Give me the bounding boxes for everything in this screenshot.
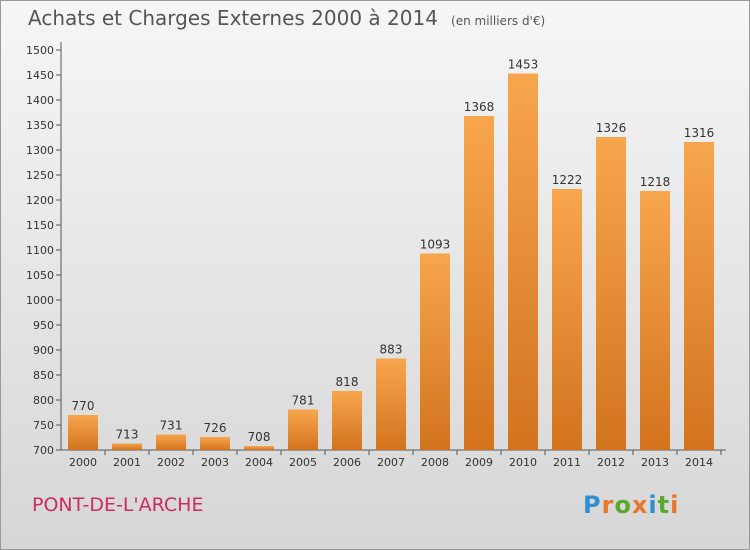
x-tick-label: 2005 [289,456,317,469]
data-label: 818 [336,375,359,389]
bar [552,189,582,450]
x-tick-label: 2014 [685,456,713,469]
data-label: 731 [160,419,183,433]
bar [640,191,670,450]
bar [112,443,142,450]
bar [68,415,98,450]
data-label: 781 [292,394,315,408]
bar [288,409,318,450]
data-label: 1218 [640,175,671,189]
x-tick-label: 2000 [69,456,97,469]
bar [376,358,406,450]
logo-letter: i [670,491,680,519]
bar [464,116,494,450]
data-label: 1222 [552,173,583,187]
data-label: 1368 [464,100,495,114]
data-label: 713 [116,428,139,442]
data-label: 1453 [508,58,539,72]
logo-letter: t [657,491,671,519]
y-tick-label: 1300 [26,144,54,157]
x-tick-label: 2011 [553,456,581,469]
x-tick-label: 2001 [113,456,141,469]
data-label: 1326 [596,121,627,135]
logo-letter: P [583,491,602,519]
x-tick-label: 2010 [509,456,537,469]
data-label: 726 [204,421,227,435]
y-tick-label: 1350 [26,119,54,132]
proxiti-logo: Proxiti [583,491,679,519]
y-tick-label: 1200 [26,194,54,207]
y-tick-label: 850 [33,369,54,382]
logo-letter: x [631,491,649,519]
y-tick-label: 800 [33,394,54,407]
y-tick-label: 1050 [26,269,54,282]
bar [508,73,538,450]
y-tick-label: 900 [33,344,54,357]
y-tick-label: 750 [33,419,54,432]
bar [684,142,714,450]
bar [332,391,362,450]
bar [596,137,626,450]
y-tick-label: 950 [33,319,54,332]
x-tick-label: 2013 [641,456,669,469]
x-tick-label: 2008 [421,456,449,469]
x-tick-label: 2009 [465,456,493,469]
logo-letter: r [601,491,615,519]
data-label: 770 [72,399,95,413]
y-tick-label: 700 [33,444,54,457]
data-label: 1316 [684,126,715,140]
logo-letter: o [614,491,632,519]
y-tick-label: 1150 [26,219,54,232]
x-tick-label: 2012 [597,456,625,469]
y-tick-label: 1100 [26,244,54,257]
x-tick-label: 2007 [377,456,405,469]
bar-chart: 700 750 800 850 900 950 1000 1050 1100 1150 1200 12… [26,42,726,469]
y-tick-label: 1500 [26,44,54,57]
bar [200,437,230,450]
bar [156,434,186,450]
y-tick-label: 1000 [26,294,54,307]
bar [420,253,450,450]
y-tick-label: 1400 [26,94,54,107]
bar [244,446,274,450]
place-name: PONT-DE-L'ARCHE [32,494,204,516]
x-tick-label: 2004 [245,456,273,469]
x-tick-label: 2002 [157,456,185,469]
chart-title-text: Achats et Charges Externes 2000 à 2014 [28,6,438,30]
x-tick-label: 2006 [333,456,361,469]
y-tick-label: 1250 [26,169,54,182]
chart-title: Achats et Charges Externes 2000 à 2014 (… [28,6,545,30]
x-tick-label: 2003 [201,456,229,469]
chart-unit-note: (en milliers d'€) [451,14,546,28]
data-label: 883 [380,343,403,357]
data-label: 1093 [420,238,451,252]
y-tick-label: 1450 [26,69,54,82]
logo-letter: i [648,491,658,519]
data-label: 708 [248,430,271,444]
